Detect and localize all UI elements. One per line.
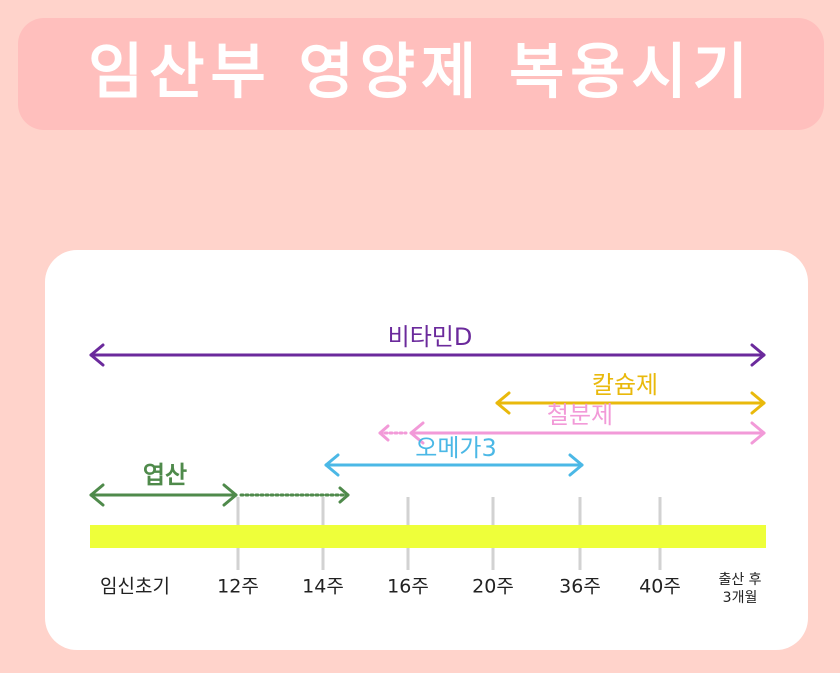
timeline-label: 16주 (387, 576, 429, 598)
timeline-label: 임신초기 (100, 576, 170, 598)
arrow-folic-acid (89, 483, 350, 507)
arrow-vitamin-d (89, 343, 766, 367)
arrow-calcium (495, 391, 766, 415)
timeline-label: 출산 후 (718, 572, 761, 588)
timeline-label: 12주 (217, 576, 259, 598)
card (45, 250, 808, 650)
arrow-iron (378, 421, 766, 445)
timeline-label: 14주 (302, 576, 344, 598)
supplement-label: 비타민D (388, 323, 473, 351)
supplement-label: 칼슘제 (592, 371, 658, 399)
arrows (89, 343, 766, 507)
title: 임산부 영양제 복용시기 (88, 38, 754, 108)
title-box (18, 18, 824, 130)
timeline-label: 3개월 (723, 590, 758, 606)
timeline-bar (90, 525, 766, 548)
timeline-label: 40주 (639, 576, 681, 598)
supplement-label: 엽산 (143, 461, 187, 489)
timeline-label: 36주 (559, 576, 601, 598)
timeline-label: 20주 (472, 576, 514, 598)
supplement-label: 오메가3 (415, 434, 497, 462)
supplement-label: 철분제 (547, 401, 613, 429)
arrow-omega3 (324, 453, 584, 477)
